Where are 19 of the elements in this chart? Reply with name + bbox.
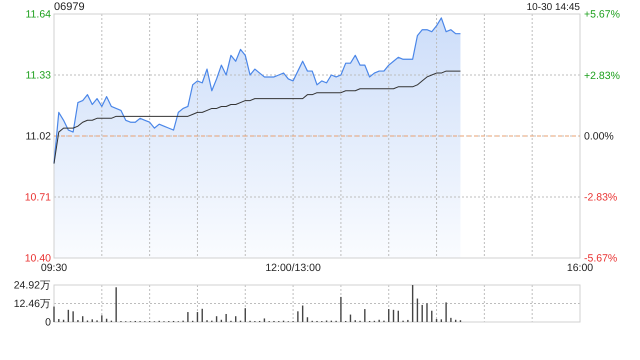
- y2-tick-label: -2.83%: [584, 192, 618, 204]
- x-tick-label: 12:00/13:00: [265, 262, 321, 274]
- y-tick-label: 10.40: [24, 252, 52, 265]
- y-tick-label: 12.46万: [14, 298, 51, 310]
- y-tick-label: 0: [45, 316, 52, 329]
- y2-tick-label: +5.67%: [584, 8, 620, 21]
- text: 10-30 14:45: [526, 2, 580, 13]
- y-tick-label: 11.64: [26, 8, 52, 21]
- y-tick-label: 24.92万: [14, 280, 51, 292]
- x-tick-label: 16:00: [566, 262, 594, 274]
- y2-tick-label: -5.67%: [584, 252, 618, 265]
- y-tick-label: 11.02: [26, 130, 52, 143]
- x-tick-label: 09:30: [40, 262, 68, 274]
- line-series: [54, 70, 461, 164]
- y2-tick-label: 0.00%: [584, 130, 614, 143]
- y-tick-label: 11.33: [26, 70, 52, 82]
- y2-tick-label: +2.83%: [584, 70, 620, 82]
- chart-title: 06979: [54, 1, 85, 13]
- y-tick-label: 10.71: [24, 192, 52, 204]
